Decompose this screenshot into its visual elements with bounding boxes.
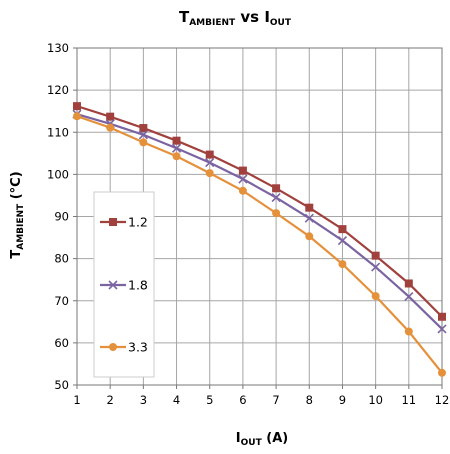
data-point bbox=[205, 169, 214, 178]
y-tick-label: 70 bbox=[54, 294, 69, 308]
data-point bbox=[106, 112, 115, 121]
x-tick-label: 9 bbox=[339, 393, 346, 407]
series-layer bbox=[72, 102, 447, 377]
x-tick-label: 6 bbox=[239, 393, 246, 407]
x-tick-label: 7 bbox=[272, 393, 279, 407]
data-point bbox=[172, 136, 181, 145]
legend: 1.2 1.8 3.3 bbox=[93, 191, 155, 378]
data-point bbox=[205, 150, 214, 159]
data-point bbox=[338, 225, 347, 234]
x-tick-label: 8 bbox=[306, 393, 313, 407]
data-point bbox=[172, 152, 181, 161]
x-tick-label: 1 bbox=[73, 393, 80, 407]
data-point bbox=[305, 203, 314, 212]
x-marker-stroke bbox=[108, 280, 118, 290]
data-point bbox=[238, 166, 247, 175]
legend-marker bbox=[109, 343, 117, 351]
y-tick-label: 100 bbox=[47, 167, 69, 181]
series-3-3 bbox=[73, 112, 446, 377]
x-axis-label: IOUT (A) bbox=[236, 431, 288, 448]
data-point bbox=[238, 186, 247, 195]
x-marker-stroke bbox=[304, 213, 314, 223]
y-tick-label: 110 bbox=[47, 125, 69, 139]
legend-item: 1.8 bbox=[100, 278, 148, 293]
data-point bbox=[404, 279, 413, 288]
x-tick-label: 2 bbox=[107, 393, 114, 407]
data-point bbox=[106, 123, 115, 132]
chart-title: TAMBIENT vs IOUT bbox=[179, 8, 292, 28]
data-point bbox=[73, 102, 81, 111]
y-axis-label: TAMBIENT (°C) bbox=[9, 171, 26, 258]
data-point bbox=[404, 291, 414, 302]
data-point bbox=[371, 262, 381, 272]
data-point bbox=[371, 251, 380, 260]
x-marker-stroke bbox=[238, 174, 248, 184]
legend-marker bbox=[108, 280, 118, 290]
series-line bbox=[76, 115, 443, 374]
x-marker-stroke bbox=[271, 192, 281, 203]
data-point bbox=[304, 213, 314, 223]
data-point bbox=[371, 292, 380, 301]
x-tick-label: 11 bbox=[401, 393, 416, 407]
legend-label: 1.2 bbox=[128, 215, 148, 230]
x-marker-stroke bbox=[205, 158, 215, 168]
y-tick-label: 90 bbox=[54, 210, 69, 224]
y-tick-label: 80 bbox=[54, 252, 69, 266]
series-1-2 bbox=[73, 102, 446, 321]
data-point bbox=[437, 324, 447, 334]
x-tick-label: 10 bbox=[368, 393, 383, 407]
x-marker-stroke bbox=[171, 143, 182, 153]
x-marker-stroke bbox=[337, 235, 348, 246]
series-line bbox=[76, 113, 443, 330]
data-point bbox=[438, 368, 446, 377]
y-tick-label: 120 bbox=[47, 83, 69, 97]
x-tick-label: 12 bbox=[435, 393, 450, 407]
x-tick-label: 3 bbox=[140, 393, 147, 407]
x-marker-stroke bbox=[404, 291, 414, 302]
legend-marker bbox=[109, 218, 117, 226]
data-point bbox=[438, 312, 446, 321]
data-point bbox=[272, 184, 281, 193]
x-tick-label: 4 bbox=[173, 393, 180, 407]
x-marker-stroke bbox=[371, 262, 381, 272]
data-point bbox=[337, 235, 348, 246]
data-point bbox=[73, 112, 81, 121]
legend-label: 1.8 bbox=[128, 278, 148, 293]
series-1-8 bbox=[72, 109, 447, 334]
x-tick-label: 5 bbox=[206, 393, 213, 407]
data-point bbox=[238, 174, 248, 184]
data-point bbox=[271, 192, 281, 203]
data-point bbox=[139, 124, 148, 133]
data-point bbox=[139, 138, 148, 147]
x-marker-stroke bbox=[437, 324, 447, 334]
data-point bbox=[171, 143, 182, 153]
y-tick-label: 60 bbox=[54, 336, 69, 350]
series-line bbox=[76, 105, 443, 318]
legend-item: 3.3 bbox=[100, 340, 148, 355]
data-point bbox=[138, 130, 148, 140]
data-point bbox=[404, 327, 413, 336]
data-point bbox=[338, 260, 347, 269]
legend-item: 1.2 bbox=[100, 215, 148, 230]
data-point bbox=[205, 158, 215, 168]
y-tick-label: 130 bbox=[47, 41, 69, 55]
data-point bbox=[305, 232, 314, 241]
x-marker-stroke bbox=[138, 130, 148, 140]
data-point bbox=[272, 209, 281, 218]
y-tick-label: 50 bbox=[54, 378, 69, 392]
legend-label: 3.3 bbox=[128, 340, 148, 355]
